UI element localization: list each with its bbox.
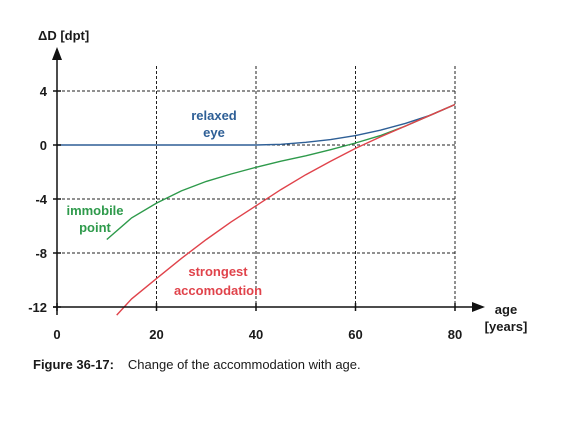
y-axis-arrow (52, 47, 62, 60)
figure-number: Figure 36-17: (33, 357, 114, 372)
series-label-strongest-line1: strongest (188, 264, 248, 279)
series-label-immobile-line1: immobile (66, 203, 123, 218)
chart-grid (57, 66, 456, 308)
y-tick-label-m4: -4 (35, 192, 47, 207)
x-tick-label-40: 40 (249, 327, 263, 342)
y-tick-label-0: 0 (40, 138, 47, 153)
series-label-relaxed-line1: relaxed (191, 108, 237, 123)
x-axis-label-line1: age (495, 302, 517, 317)
x-tick-label-20: 20 (149, 327, 163, 342)
x-axis-label-line2: [years] (485, 319, 528, 334)
figure-caption-text: Change of the accommodation with age. (127, 357, 361, 372)
y-tick-label-m8: -8 (35, 246, 47, 261)
y-tick-label-m12: -12 (28, 300, 47, 315)
series-line-relaxed (57, 103, 456, 146)
y-axis-label: ΔD [dpt] (38, 28, 89, 43)
y-tick-label-4: 4 (40, 84, 48, 99)
x-tick-label-80: 80 (448, 327, 462, 342)
chart-axes (52, 47, 485, 315)
figure-caption: Figure 36-17: Change of the accommodation… (33, 357, 361, 372)
series-line-strongest (116, 103, 456, 316)
chart-series (57, 103, 456, 316)
chart-tick-labels: 40-4-8-120 20 40 60 80 (28, 84, 462, 342)
series-label-relaxed-line2: eye (203, 125, 225, 140)
x-axis-arrow (472, 302, 485, 312)
series-label-immobile-line2: point (79, 220, 111, 235)
accommodation-chart: 40-4-8-120 20 40 60 80 ΔD [dpt] age [years] … (28, 28, 528, 342)
x-tick-label-0: 0 (53, 327, 60, 342)
x-tick-label-60: 60 (348, 327, 362, 342)
series-label-strongest-line2: accomodation (174, 283, 262, 298)
